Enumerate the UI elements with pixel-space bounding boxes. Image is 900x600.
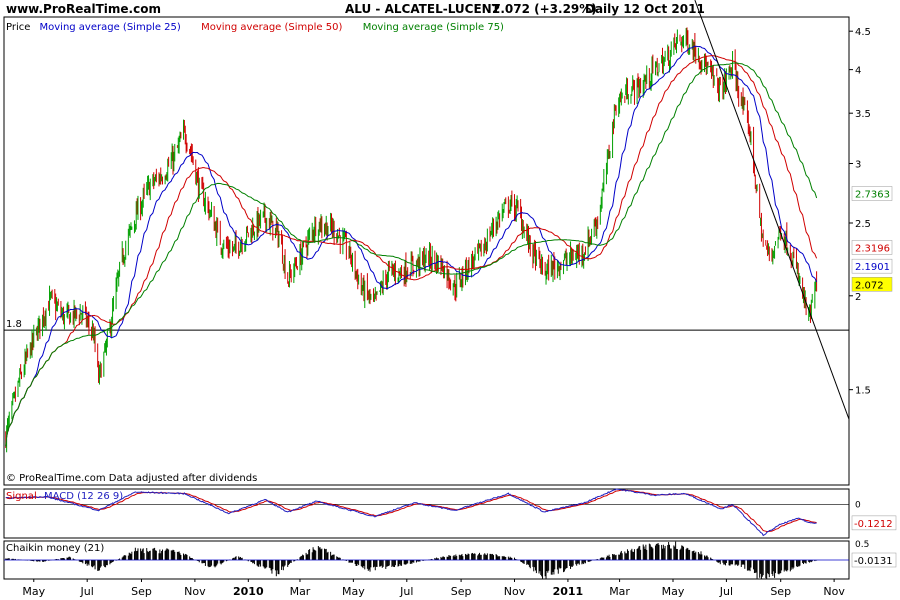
x-tick-label: Nov: [504, 585, 526, 598]
price-y-tick-label: 2: [855, 292, 861, 303]
symbol-title: ALU - ALCATEL-LUCENT: [345, 2, 500, 16]
x-tick-label: May: [662, 585, 685, 598]
axes: 1.5 2 2.5 3 3.5 4 4.5 2.7363 2.3196 2.1901 2.072 Ma…: [22, 27, 897, 598]
sma50-line: [5, 54, 818, 447]
x-tick-label: Sep: [451, 585, 472, 598]
copyright-note: © ProRealTime.com Data adjusted after di…: [6, 473, 257, 484]
x-tick-label: Sep: [770, 585, 791, 598]
macd-value-label: -0.1212: [854, 519, 893, 530]
sma75-value-box-label: 2.7363: [855, 190, 890, 201]
sma75-line: [5, 62, 818, 447]
macd-y-tick-label: 0: [855, 500, 861, 510]
x-tick-label: Nov: [823, 585, 845, 598]
x-tick-label: Sep: [131, 585, 152, 598]
price-plot: 1.8: [4, 0, 850, 453]
chaikin-value-box: [851, 552, 897, 568]
price-legend-item: Moving average (Simple 75): [363, 22, 504, 33]
price-y-tick-label: 4: [855, 66, 861, 77]
macd-legend-macd: MACD (12 26 9): [44, 491, 123, 502]
x-tick-label: 2011: [553, 585, 584, 598]
macd-value-box: [851, 515, 897, 531]
x-tick-label: Jul: [719, 585, 733, 598]
sma25-line: [5, 45, 818, 447]
last-price-value-box-label: 2.072: [855, 280, 884, 291]
macd-panel-frame: [3, 488, 850, 539]
sma50-value-box: [851, 240, 893, 255]
sma25-value-box: [851, 258, 893, 274]
x-tick-label: Jul: [80, 585, 94, 598]
chaikin-legend: Chaikin money (21): [6, 543, 104, 554]
support-line-label: 1.8: [6, 319, 22, 330]
x-tick-label: Mar: [290, 585, 311, 598]
price-legend-item: Moving average (Simple 50): [201, 22, 342, 33]
x-tick-label: Mar: [609, 585, 630, 598]
site-title: www.ProRealTime.com: [6, 2, 161, 16]
price-y-tick-label: 2.5: [855, 219, 871, 230]
x-tick-label: May: [342, 585, 365, 598]
sma75-value-box: [851, 186, 893, 201]
price-y-tick-label: 3: [855, 159, 861, 170]
price-y-tick-label: 4.5: [855, 27, 871, 38]
price-y-tick-label: 1.5: [855, 386, 871, 397]
x-tick-label: Jul: [399, 585, 413, 598]
macd-line: [5, 488, 817, 537]
macd-legend-signal: Signal: [6, 491, 37, 502]
price-y-tick-label: 3.5: [855, 109, 871, 120]
last-price-change: 2.072 (+3.29%): [492, 2, 597, 16]
price-legend-item: Price: [6, 22, 30, 33]
macd-plot: [4, 488, 849, 537]
x-tick-label: Nov: [184, 585, 206, 598]
last-price-value-box: [851, 277, 893, 292]
sma25-value-box-label: 2.1901: [855, 262, 890, 273]
chaikin-value-label: -0.0131: [854, 556, 893, 567]
trend-line: [694, 0, 850, 420]
period-date: Daily 12 Oct 2011: [585, 2, 705, 16]
chaikin-plot: [4, 541, 849, 579]
legends: Price Moving average (Simple 25) Moving av…: [6, 22, 504, 554]
x-tick-label: May: [22, 585, 45, 598]
sma50-value-box-label: 2.3196: [855, 243, 890, 254]
x-tick-label: 2010: [233, 585, 264, 598]
price-legend-item: Moving average (Simple 25): [40, 22, 181, 33]
chaikin-y-tick-label: 0.5: [855, 540, 869, 550]
